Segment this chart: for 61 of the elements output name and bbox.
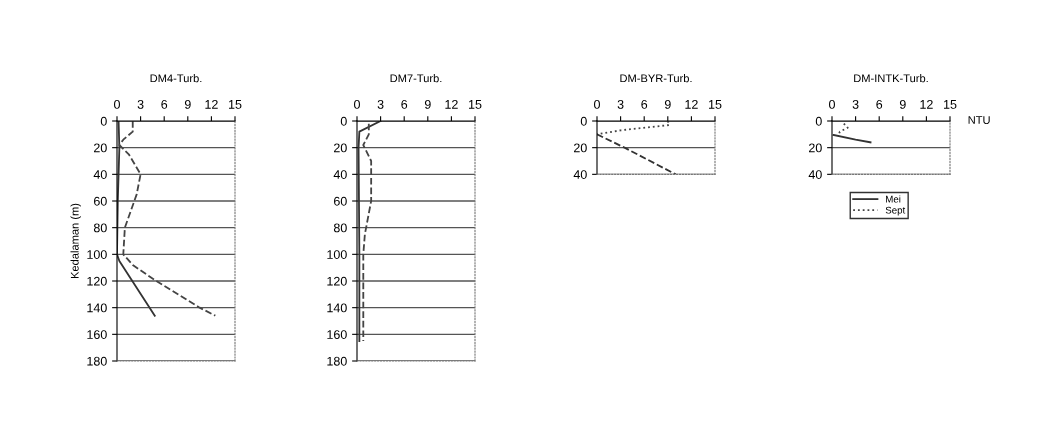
line-series xyxy=(362,122,373,342)
chart-title: DM4-Turb. xyxy=(150,74,202,83)
y-tick-label: 100 xyxy=(87,250,107,259)
y-tick-label: 20 xyxy=(94,143,107,153)
y-tick-label: 60 xyxy=(94,196,107,206)
x-axis-title: NTU xyxy=(968,116,990,124)
y-tick-label: 80 xyxy=(333,223,347,233)
line-series xyxy=(357,121,382,342)
x-tick-label: 3 xyxy=(852,99,859,109)
x-tick-label: 15 xyxy=(469,100,482,109)
legend-label: Sept xyxy=(885,206,906,216)
x-tick-label: 12 xyxy=(920,99,933,109)
x-tick-label: 15 xyxy=(229,100,242,109)
y-tick-label: 160 xyxy=(327,330,347,339)
chart-title: DM7-Turb. xyxy=(390,74,442,83)
x-tick-label: 15 xyxy=(944,100,957,109)
y-tick-label: 0 xyxy=(815,116,822,126)
x-tick-label: 9 xyxy=(184,99,191,109)
x-tick-label: 6 xyxy=(641,99,648,109)
y-tick-label: 20 xyxy=(809,143,822,153)
y-tick-label: 40 xyxy=(93,170,107,179)
y-tick-label: 100 xyxy=(327,250,347,259)
x-tick-label: 12 xyxy=(445,99,458,109)
y-tick-label: 80 xyxy=(93,223,107,233)
x-tick-label: 9 xyxy=(664,99,671,109)
legend-label: Mei xyxy=(886,195,901,203)
x-tick-label: 0 xyxy=(829,99,835,109)
x-tick-label: 0 xyxy=(594,99,600,109)
y-tick-label: 0 xyxy=(340,116,347,126)
y-tick-label: 140 xyxy=(87,303,107,313)
x-tick-label: 12 xyxy=(205,99,218,109)
x-tick-label: 6 xyxy=(161,99,168,109)
y-tick-label: 140 xyxy=(327,303,347,313)
line-series xyxy=(118,121,217,317)
y-tick-label: 0 xyxy=(580,116,587,126)
x-tick-label: 0 xyxy=(354,99,360,109)
x-tick-label: 12 xyxy=(685,99,698,109)
y-tick-label: 120 xyxy=(327,276,347,286)
y-tick-label: 20 xyxy=(334,143,347,153)
chart-title: DM-INTK-Turb. xyxy=(854,74,928,83)
x-tick-label: 9 xyxy=(424,99,431,109)
y-tick-label: 160 xyxy=(87,330,107,339)
x-tick-label: 6 xyxy=(876,99,883,109)
chart-title: DM-BYR-Turb. xyxy=(620,74,692,83)
y-tick-label: 40 xyxy=(333,170,347,179)
y-tick-label: 60 xyxy=(334,196,347,206)
y-tick-label: 120 xyxy=(87,276,107,286)
y-tick-label: 180 xyxy=(327,356,347,366)
y-tick-label: 40 xyxy=(573,170,587,179)
x-tick-label: 6 xyxy=(401,99,408,109)
x-tick-label: 9 xyxy=(899,99,906,109)
y-tick-label: 40 xyxy=(808,170,822,179)
x-tick-label: 3 xyxy=(137,99,144,109)
x-tick-label: 3 xyxy=(617,99,624,109)
x-tick-label: 15 xyxy=(709,100,722,109)
y-axis-title: Kedalaman (m) xyxy=(70,203,81,279)
y-tick-label: 20 xyxy=(574,143,587,153)
x-tick-label: 3 xyxy=(377,99,384,109)
y-tick-label: 0 xyxy=(100,116,107,126)
x-tick-label: 0 xyxy=(114,99,120,109)
y-tick-label: 180 xyxy=(87,356,107,366)
